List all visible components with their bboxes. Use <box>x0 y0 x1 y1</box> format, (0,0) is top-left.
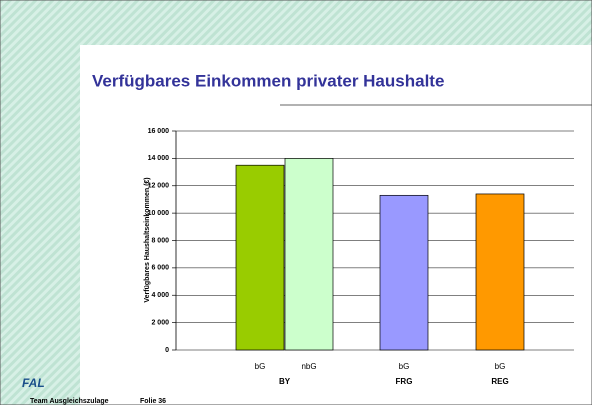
bar <box>235 164 285 351</box>
group-label: REG <box>491 377 508 386</box>
x-tick-label: bG <box>495 362 506 371</box>
group-label: FRG <box>396 377 413 386</box>
bar <box>379 194 429 351</box>
slide-title: Verfügbares Einkommen privater Haushalte <box>92 71 444 90</box>
footer-slide: Folie 36 <box>140 398 166 405</box>
y-tick-label: 6 000 <box>151 265 169 272</box>
y-tick-label: 4 000 <box>151 292 169 299</box>
y-tick-label: 0 <box>165 347 169 354</box>
y-tick-label: 14 000 <box>148 155 170 162</box>
group-label: BY <box>279 377 291 386</box>
x-tick-label: bG <box>255 362 266 371</box>
x-tick-label: nbG <box>301 362 316 371</box>
y-axis-label: Verfügbares Haushaltseinkommen (€) <box>144 177 151 302</box>
footer-team: Team Ausgleichszulage <box>30 398 109 405</box>
y-tick-label: 8 000 <box>151 237 169 244</box>
y-tick-label: 16 000 <box>148 128 170 135</box>
y-tick-label: 10 000 <box>148 210 170 217</box>
bar <box>475 193 525 351</box>
x-tick-label: bG <box>399 362 410 371</box>
y-tick-label: 2 000 <box>151 319 169 326</box>
y-tick-label: 12 000 <box>148 183 170 190</box>
logo: FAL <box>22 376 45 390</box>
bar <box>284 158 334 351</box>
